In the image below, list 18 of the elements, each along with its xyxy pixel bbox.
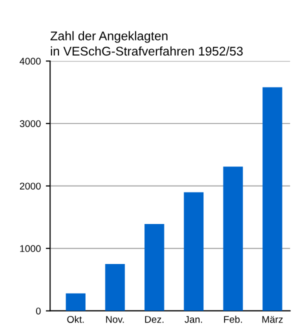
chart-title: Zahl der Angeklagten in VESchG-Strafverfahren 1952/53 (50, 31, 243, 56)
bar (223, 166, 243, 311)
y-tick-label: 0 (36, 308, 41, 314)
bar (262, 87, 282, 311)
bar (144, 224, 164, 311)
x-tick-label: Dez. (145, 316, 164, 323)
x-tick-label: Okt. (67, 316, 84, 323)
x-tick-label: Jan. (184, 316, 202, 323)
y-tick-label: 1000 (20, 245, 41, 252)
y-tick-label: 3000 (20, 120, 41, 128)
y-tick-label: 2000 (20, 182, 41, 190)
x-tick-label: Feb. (224, 316, 242, 323)
x-tick-label: Nov. (106, 316, 124, 323)
x-tick-label: März (262, 316, 283, 323)
y-tick-label: 4000 (20, 58, 41, 65)
bar (105, 264, 125, 311)
bar (66, 293, 86, 311)
bar (184, 192, 204, 311)
